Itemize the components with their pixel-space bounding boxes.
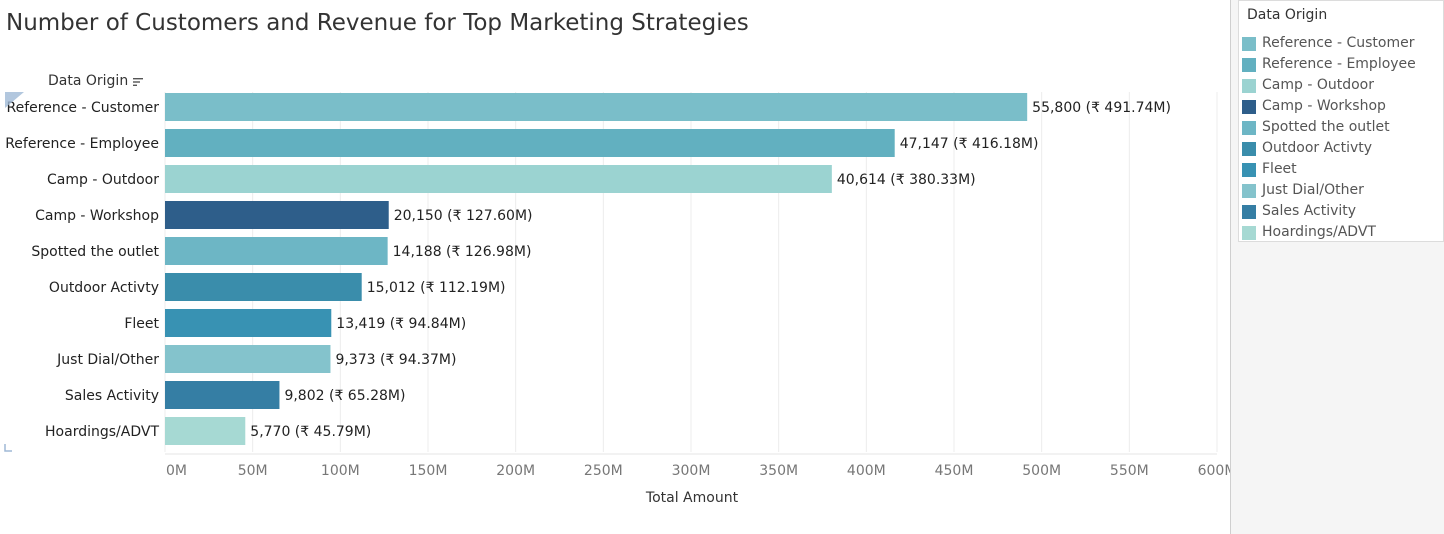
bar[interactable] — [165, 345, 330, 373]
bar[interactable] — [165, 273, 362, 301]
legend-label: Just Dial/Other — [1262, 182, 1364, 198]
data-label: 20,150 (₹ 127.60M) — [394, 208, 533, 224]
data-label: 40,614 (₹ 380.33M) — [837, 172, 976, 188]
category-label: Spotted the outlet — [31, 244, 159, 260]
legend-swatch — [1242, 163, 1256, 177]
legend-item[interactable]: Just Dial/Other — [1242, 181, 1442, 201]
legend-label: Hoardings/ADVT — [1262, 224, 1376, 240]
category-label: Outdoor Activty — [49, 280, 159, 296]
data-label: 15,012 (₹ 112.19M) — [367, 280, 506, 296]
data-label: 47,147 (₹ 416.18M) — [900, 136, 1039, 152]
legend-label: Reference - Employee — [1262, 56, 1416, 72]
bar[interactable] — [165, 417, 245, 445]
category-label: Hoardings/ADVT — [45, 424, 159, 440]
x-tick-label: 350M — [759, 463, 798, 479]
x-tick-label: 200M — [496, 463, 535, 479]
legend-swatch — [1242, 142, 1256, 156]
legend-swatch — [1242, 100, 1256, 114]
bar[interactable] — [165, 309, 331, 337]
legend-label: Outdoor Activty — [1262, 140, 1372, 156]
color-legend: Data Origin Reference - Customer Referenc… — [1238, 0, 1444, 242]
legend-label: Camp - Workshop — [1262, 98, 1386, 114]
legend-item[interactable]: Sales Activity — [1242, 202, 1442, 222]
x-tick-label: 100M — [321, 463, 360, 479]
x-axis-title: Total Amount — [645, 490, 739, 506]
bar[interactable] — [165, 129, 895, 157]
x-tick-label: 500M — [1022, 463, 1061, 479]
category-label: Camp - Workshop — [35, 208, 159, 224]
bar[interactable] — [165, 381, 279, 409]
legend-swatch — [1242, 226, 1256, 240]
x-tick-label: 50M — [238, 463, 268, 479]
data-label: 9,373 (₹ 94.37M) — [335, 352, 456, 368]
legend-swatch — [1242, 121, 1256, 135]
legend-label: Sales Activity — [1262, 203, 1356, 219]
legend-label: Reference - Customer — [1262, 35, 1414, 51]
legend-label: Spotted the outlet — [1262, 119, 1390, 135]
legend-item[interactable]: Outdoor Activty — [1242, 139, 1442, 159]
bar[interactable] — [165, 201, 389, 229]
legend-item[interactable]: Reference - Employee — [1242, 55, 1442, 75]
x-tick-label: 600M — [1198, 463, 1230, 479]
data-label: 5,770 (₹ 45.79M) — [250, 424, 371, 440]
legend-swatch — [1242, 37, 1256, 51]
x-tick-label: 300M — [672, 463, 711, 479]
bar[interactable] — [165, 93, 1027, 121]
data-label: 9,802 (₹ 65.28M) — [284, 388, 405, 404]
category-label: Reference - Customer — [7, 100, 160, 116]
legend-label: Camp - Outdoor — [1262, 77, 1374, 93]
category-label: Just Dial/Other — [56, 352, 159, 368]
legend-swatch — [1242, 79, 1256, 93]
category-label: Camp - Outdoor — [47, 172, 159, 188]
category-label: Sales Activity — [65, 388, 159, 404]
selection-corner-icon — [5, 444, 12, 451]
legend-item[interactable]: Camp - Workshop — [1242, 97, 1442, 117]
x-tick-label: 400M — [847, 463, 886, 479]
data-label: 13,419 (₹ 94.84M) — [336, 316, 466, 332]
legend-item[interactable]: Spotted the outlet — [1242, 118, 1442, 138]
legend-swatch — [1242, 184, 1256, 198]
x-tick-label: 250M — [584, 463, 623, 479]
bar[interactable] — [165, 165, 832, 193]
bar-chart: Reference - Customer 55,800 (₹ 491.74M) Re… — [0, 0, 1230, 534]
legend-items: Reference - Customer Reference - Employee… — [1239, 1, 1444, 241]
legend-item[interactable]: Camp - Outdoor — [1242, 76, 1442, 96]
category-label: Reference - Employee — [5, 136, 159, 152]
x-tick-label: 0M — [166, 463, 187, 479]
category-label: Fleet — [124, 316, 159, 332]
legend-item[interactable]: Fleet — [1242, 160, 1442, 180]
legend-swatch — [1242, 58, 1256, 72]
legend-swatch — [1242, 205, 1256, 219]
data-label: 14,188 (₹ 126.98M) — [393, 244, 532, 260]
bar[interactable] — [165, 237, 388, 265]
legend-item[interactable]: Reference - Customer — [1242, 34, 1442, 54]
legend-label: Fleet — [1262, 161, 1297, 177]
x-tick-label: 550M — [1110, 463, 1149, 479]
x-tick-label: 450M — [935, 463, 974, 479]
data-label: 55,800 (₹ 491.74M) — [1032, 100, 1171, 116]
x-tick-label: 150M — [409, 463, 448, 479]
legend-item[interactable]: Hoardings/ADVT — [1242, 223, 1442, 243]
